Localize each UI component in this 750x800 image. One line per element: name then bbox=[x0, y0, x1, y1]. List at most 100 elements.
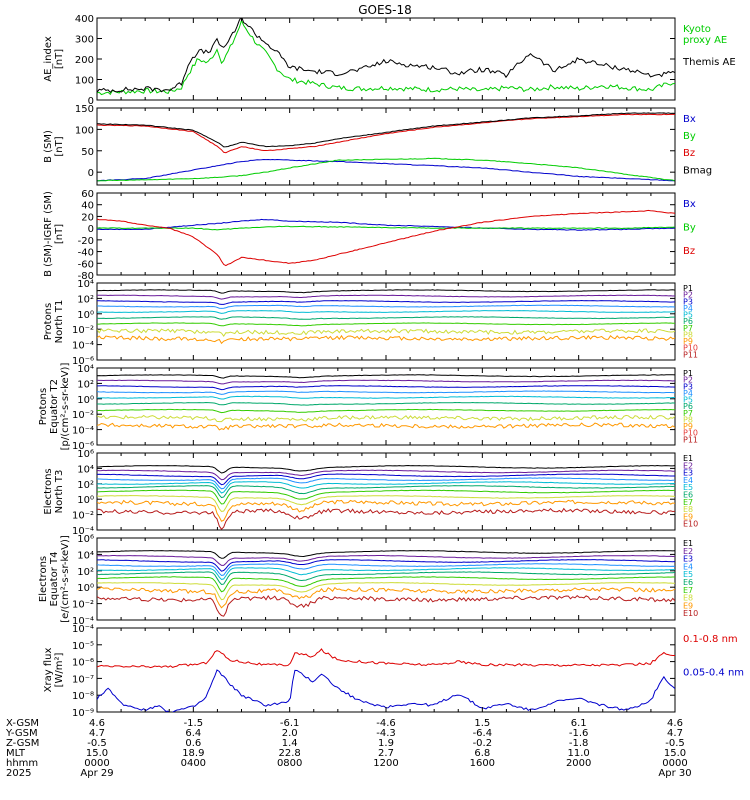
y-tick-label: 10⁰ bbox=[77, 495, 94, 506]
y-axis-label-line: Equator T4 bbox=[49, 552, 60, 607]
y-axis-label-line: AE_index bbox=[43, 36, 54, 82]
legend-entry: E3 bbox=[683, 555, 693, 564]
x-row-value: 4.6 bbox=[89, 718, 105, 729]
y-tick-label: 200 bbox=[75, 55, 94, 66]
y-axis-label-line: B (SM) bbox=[43, 130, 54, 163]
series-line-e9 bbox=[97, 586, 675, 609]
y-tick-label: 10⁻² bbox=[72, 600, 94, 611]
series-line-e7 bbox=[97, 489, 675, 505]
series-group bbox=[97, 112, 675, 182]
series-group bbox=[97, 18, 675, 96]
series-line-p3 bbox=[97, 385, 675, 391]
legend-entry: P8 bbox=[683, 415, 693, 424]
series-line-p3 bbox=[97, 299, 675, 305]
y-tick-label: 10⁻² bbox=[72, 511, 94, 522]
panel-5: 10⁻⁶ 10⁻⁴ 10⁻² 10⁰ 10² 10⁴ Protons Equator T2 [p… bbox=[38, 363, 698, 452]
legend-entry: E4 bbox=[683, 476, 693, 485]
legend-entry: E6 bbox=[683, 491, 693, 500]
legend-entry: E5 bbox=[683, 570, 693, 579]
series-line-e9 bbox=[97, 499, 675, 522]
y-tick-label: 0 bbox=[88, 168, 94, 179]
y-axis-label-line: [W/m²] bbox=[54, 652, 65, 687]
legend-entry: P9 bbox=[683, 422, 693, 431]
y-tick-label: 10⁰ bbox=[77, 395, 94, 406]
y-axis-label-line: Protons bbox=[38, 388, 49, 425]
x-row-label: 2025 bbox=[6, 768, 31, 779]
series-line-p9 bbox=[97, 422, 675, 431]
y-tick-label: 150 bbox=[75, 104, 94, 115]
x-row-value: 15.0 bbox=[664, 748, 686, 759]
y-tick-label: 0 bbox=[88, 96, 94, 107]
x-row-value: -6.1 bbox=[280, 718, 300, 729]
y-tick-label: 10⁻⁴ bbox=[72, 624, 94, 635]
series-line-e1 bbox=[97, 464, 675, 474]
y-tick-label: 10⁻⁴ bbox=[72, 426, 94, 437]
x-row-value: 1200 bbox=[373, 758, 398, 769]
y-tick-label: 0 bbox=[88, 224, 94, 235]
panel-frame bbox=[96, 367, 676, 446]
y-tick-label: 100 bbox=[75, 76, 94, 87]
series-line-e5 bbox=[97, 481, 675, 494]
x-row-value: -0.5 bbox=[87, 738, 107, 749]
legend-entry: E5 bbox=[683, 483, 693, 492]
x-row-value: 4.7 bbox=[667, 728, 683, 739]
y-tick-label: 10⁶ bbox=[77, 449, 94, 460]
x-row-value: 0000 bbox=[84, 758, 109, 769]
y-tick-label: 10⁻⁴ bbox=[72, 341, 94, 352]
x-row-value: 0800 bbox=[277, 758, 302, 769]
x-row-value: 2000 bbox=[566, 758, 591, 769]
y-tick-label: 10⁶ bbox=[77, 534, 94, 545]
legend-entry: P5 bbox=[683, 311, 693, 320]
legend-entry: P11 bbox=[683, 350, 698, 359]
panel-frame bbox=[96, 282, 676, 361]
x-row-value: 4.7 bbox=[89, 728, 105, 739]
series-line-bz bbox=[97, 209, 675, 267]
x-row-label: MLT bbox=[6, 748, 26, 759]
series-line-e6 bbox=[97, 571, 675, 586]
legend-entry: E7 bbox=[683, 498, 693, 507]
x-row-value: -1.8 bbox=[569, 738, 589, 749]
series-line-bz bbox=[97, 113, 675, 154]
x-row-value: Apr 29 bbox=[80, 768, 113, 779]
series-group bbox=[97, 209, 675, 267]
x-row-label: Z-GSM bbox=[6, 738, 39, 749]
y-axis-label-line: [nT] bbox=[54, 136, 65, 156]
y-axis-label-line: B (SM)-IGRF (SM) bbox=[43, 191, 54, 277]
x-row-value: 1.9 bbox=[378, 738, 394, 749]
legend-entry: P1 bbox=[683, 369, 693, 378]
x-row-value: 1600 bbox=[470, 758, 495, 769]
legend-entry: E9 bbox=[683, 512, 693, 521]
panel-4: 10⁻⁶ 10⁻⁴ 10⁻² 10⁰ 10² 10⁴ Protons North T1 P1P2… bbox=[43, 279, 698, 367]
series-line-p5 bbox=[97, 395, 675, 400]
legend-entry: Bz bbox=[683, 246, 695, 257]
legend-entry: Bx bbox=[683, 199, 696, 210]
x-row-label: X-GSM bbox=[6, 718, 39, 729]
x-row-value: -4.3 bbox=[376, 728, 396, 739]
series-line-e4 bbox=[97, 563, 675, 577]
series-line-bmag bbox=[97, 112, 675, 148]
x-row-value: 15.0 bbox=[86, 748, 108, 759]
series-line-e2 bbox=[97, 469, 675, 481]
series-group bbox=[97, 550, 675, 617]
panel-frame bbox=[96, 107, 676, 186]
x-row-label: Y-GSM bbox=[5, 728, 38, 739]
x-row-value: -0.5 bbox=[665, 738, 685, 749]
x-row-value: 18.9 bbox=[182, 748, 204, 759]
legend-entry: P5 bbox=[683, 396, 693, 405]
y-axis-label-line: [e/(cm²-s-sr-keV)] bbox=[60, 535, 71, 623]
y-tick-label: -40 bbox=[78, 248, 94, 259]
panel-frame bbox=[96, 627, 676, 713]
series-line-p4 bbox=[97, 304, 675, 309]
x-row-label: hhmm bbox=[6, 758, 38, 769]
y-tick-label: 10⁻⁹ bbox=[72, 708, 94, 719]
series-line-kyoto-proxy-ae bbox=[97, 18, 675, 96]
y-axis-label-line: Electrons bbox=[43, 468, 54, 514]
x-row-value: 6.8 bbox=[474, 748, 490, 759]
series-line-e3 bbox=[97, 559, 675, 572]
series-group bbox=[97, 289, 675, 345]
series-line-e8 bbox=[97, 494, 675, 513]
legend-entry: Bmag bbox=[683, 165, 712, 176]
